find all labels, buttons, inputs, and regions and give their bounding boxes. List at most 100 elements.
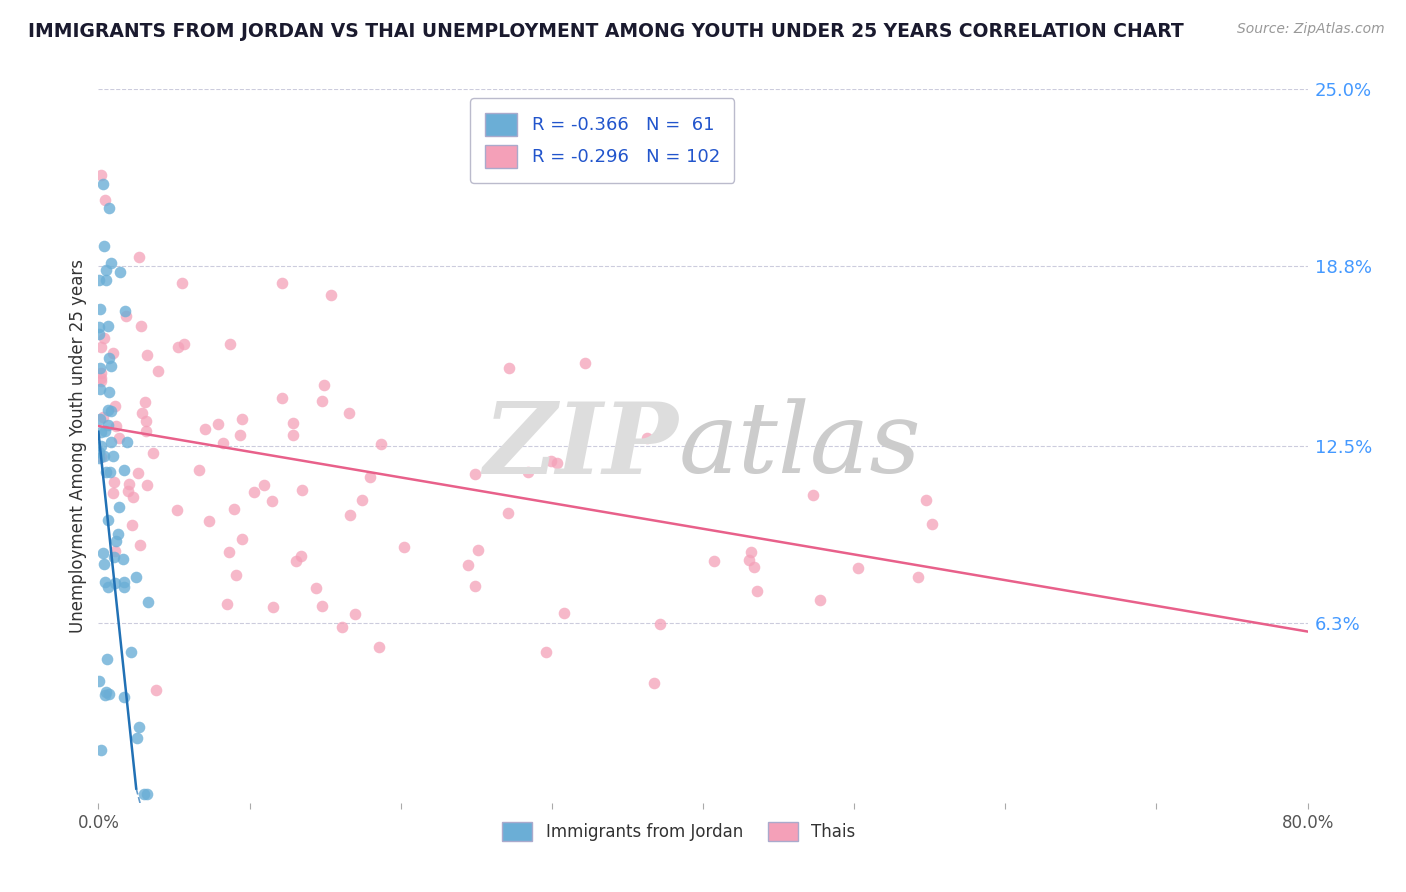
Point [91,409,114,424]
Point [100,435,122,450]
Point [89,361,111,376]
Point [90,168,112,182]
Point [194,422,217,436]
Point [128,538,150,552]
Point [128,250,150,264]
Point [330,620,353,634]
Point [228,428,250,442]
Point [90,374,112,388]
Point [128,720,150,734]
Point [283,428,305,442]
Point [801,488,824,502]
Point [198,514,221,528]
Point [271,391,294,405]
Point [350,492,373,507]
Point [225,568,247,582]
Point [121,490,143,504]
Point [96,465,118,479]
Point [94,575,117,590]
Point [114,303,136,318]
Point [89,273,111,287]
Point [90,439,112,453]
Point [112,575,135,590]
Point [172,277,194,291]
Point [464,579,486,593]
Legend: Immigrants from Jordan, Thais: Immigrants from Jordan, Thais [495,815,862,848]
Point [97,513,120,527]
Point [91,546,114,560]
Point [262,494,284,508]
Point [498,361,520,376]
Point [97,580,120,594]
Point [97,351,120,366]
Point [744,559,766,574]
Point [370,437,392,451]
Point [100,256,122,270]
Point [135,787,157,801]
Point [89,319,111,334]
Point [534,645,557,659]
Point [90,742,112,756]
Point [271,276,294,290]
Point [97,687,120,701]
Point [89,444,111,458]
Point [134,414,156,428]
Text: ZIP: ZIP [484,398,679,494]
Point [129,318,152,333]
Point [127,466,149,480]
Point [339,508,361,523]
Point [96,262,118,277]
Point [89,673,111,688]
Point [636,432,658,446]
Point [90,425,112,440]
Point [135,478,157,492]
Point [90,370,112,384]
Point [94,424,117,438]
Point [118,476,141,491]
Point [94,688,117,702]
Point [546,456,568,470]
Point [101,346,124,360]
Text: IMMIGRANTS FROM JORDAN VS THAI UNEMPLOYMENT AMONG YOUTH UNDER 25 YEARS CORRELATI: IMMIGRANTS FROM JORDAN VS THAI UNEMPLOYM… [28,22,1184,41]
Point [112,463,135,477]
Point [97,418,120,433]
Point [103,449,125,463]
Point [93,557,115,571]
Point [90,450,112,465]
Point [467,543,489,558]
Point [188,462,211,476]
Point [142,446,165,460]
Point [97,403,120,417]
Point [284,554,307,568]
Point [368,640,391,654]
Point [311,394,333,409]
Point [100,404,122,418]
Point [108,500,131,514]
Point [312,377,335,392]
Point [125,570,148,584]
Point [464,467,486,482]
Point [91,177,114,191]
Point [105,533,128,548]
Point [337,406,360,420]
Point [291,483,314,497]
Point [207,417,229,431]
Point [115,310,138,324]
Point [498,507,520,521]
Point [107,431,129,445]
Point [117,483,139,498]
Point [243,484,266,499]
Point [136,595,159,609]
Point [103,475,125,489]
Point [103,550,125,565]
Point [89,411,111,425]
Point [262,599,284,614]
Point [703,554,725,568]
Point [112,690,135,704]
Point [90,340,112,354]
Point [127,731,149,745]
Point [648,616,671,631]
Point [281,416,304,430]
Point [108,265,131,279]
Point [167,340,190,354]
